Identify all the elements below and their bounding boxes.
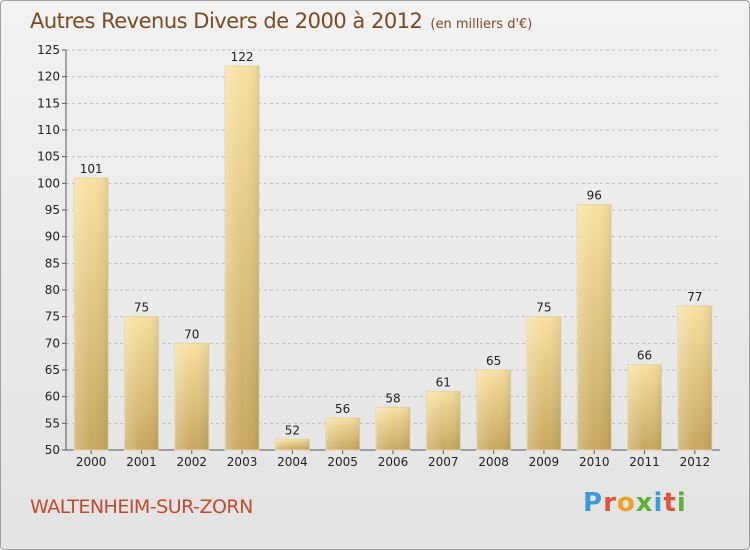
y-tick-label: 90 [45,230,60,244]
chart-title-text: Autres Revenus Divers de 2000 à 2012 [30,9,423,33]
labels: 50 55 60 65 70 75 80 85 90 95 100 105 110 115 120 125 10… [37,43,710,469]
logo-letter: i [676,488,687,518]
y-tick-label: 125 [37,43,60,57]
y-tick-label: 85 [45,256,60,270]
bar-shading [225,66,260,450]
bar-shading [74,178,109,450]
bar-value-label: 66 [637,349,652,363]
logo-letter: P [583,488,604,518]
y-tick-label: 100 [37,176,60,190]
x-tick-label: 2011 [629,455,660,469]
y-tick-label: 55 [45,416,60,430]
x-tick-label: 2008 [478,455,509,469]
bar-value-label: 122 [231,50,254,64]
bar-shading [325,418,360,450]
city-name: WALTENHEIM-SUR-ZORN [30,496,253,518]
bar-shading [376,407,410,450]
logo-letter: t [663,488,677,518]
bar-value-label: 96 [587,189,602,203]
bar-value-label: 75 [134,301,149,315]
bar-shading [526,316,561,450]
bar-shading [275,439,310,450]
bar-value-label: 61 [436,375,451,389]
y-tick-label: 105 [37,150,60,164]
bar-shading [174,343,209,450]
logo-letter: i [653,488,664,518]
bar-value-label: 77 [687,290,702,304]
bar-shading [476,370,511,450]
x-tick-label: 2010 [579,455,610,469]
x-tick-label: 2007 [428,455,459,469]
bar-shading [577,204,612,450]
y-tick-label: 70 [45,336,60,350]
x-tick-label: 2003 [227,455,258,469]
bar-value-label: 58 [385,391,400,405]
y-tick-label: 120 [37,70,60,84]
bar-value-label: 52 [285,423,300,437]
logo-letter: o [616,488,636,518]
bar-value-label: 101 [80,162,103,176]
x-tick-label: 2001 [126,455,157,469]
proxiti-logo[interactable]: Proxiti [583,488,687,518]
logo-letter: x [635,488,654,518]
y-tick-label: 80 [45,283,60,297]
x-tick-label: 2005 [327,455,358,469]
bar-shading [124,316,159,450]
chart-title: Autres Revenus Divers de 2000 à 2012 (en … [30,9,532,33]
chart-unit: (en milliers d'€) [430,17,533,32]
y-tick-label: 75 [45,310,60,324]
x-tick-label: 2012 [680,455,711,469]
x-tick-label: 2002 [176,455,207,469]
grid-lines [66,49,720,451]
y-tick-label: 110 [37,123,60,137]
bar-shading [426,391,461,450]
y-tick-label: 50 [45,443,60,457]
bar-shading [627,364,662,450]
bar-value-label: 56 [335,402,350,416]
bars [73,65,713,451]
x-tick-label: 2009 [529,455,560,469]
y-tick-label: 60 [45,390,60,404]
bar-value-label: 75 [536,301,551,315]
bar-value-label: 70 [184,327,199,341]
y-tick-label: 95 [45,203,60,217]
x-tick-label: 2000 [76,455,107,469]
y-tick-label: 65 [45,363,60,377]
bar-value-label: 65 [486,354,501,368]
x-tick-label: 2004 [277,455,308,469]
logo-letter: r [603,488,617,518]
y-tick-label: 115 [37,96,60,110]
x-tick-label: 2006 [378,455,409,469]
bar-shading [677,306,712,450]
